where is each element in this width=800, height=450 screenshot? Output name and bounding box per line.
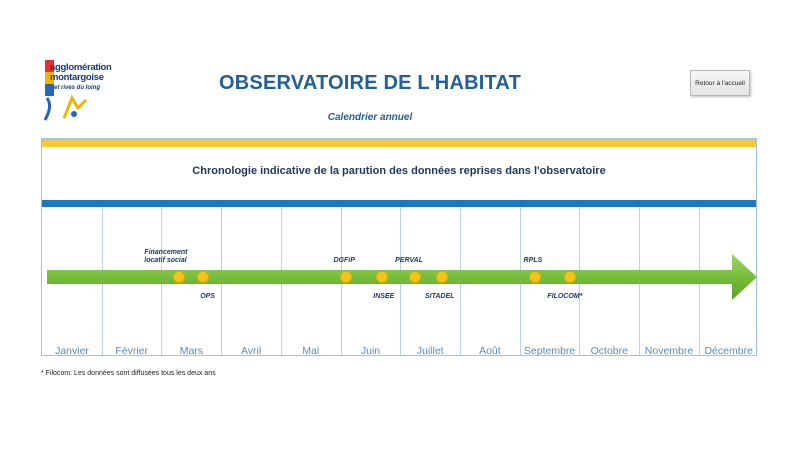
event-marker[interactable] [409, 271, 422, 283]
event-label: Financement locatif social [144, 249, 188, 264]
footnote: * Filocom: Les données sont diffusées to… [41, 370, 216, 377]
event-marker[interactable] [435, 271, 448, 283]
month-label: Décembre [704, 345, 753, 357]
event-label: OPS [200, 293, 215, 300]
month-label: Août [479, 345, 501, 357]
event-marker[interactable] [564, 271, 577, 283]
agglomeration-logo: agglomération montargoise et rives du lo… [40, 58, 120, 126]
month-label: Novembre [644, 345, 694, 357]
event-label: FILOCOM* [547, 293, 583, 300]
month-label: Juillet [416, 345, 444, 357]
logo-figure-icon [62, 94, 88, 119]
month-label: Janvier [55, 345, 89, 357]
logo-line-3: et rives du loing [54, 85, 101, 91]
event-marker[interactable] [197, 271, 210, 283]
timeline-arrow [47, 254, 757, 300]
page-title: OBSERVATOIRE DE L'HABITAT [219, 72, 521, 94]
logo-line-1: agglomération [50, 62, 112, 73]
blue-divider-strip [42, 200, 756, 207]
month-label: Février [115, 345, 149, 357]
event-marker[interactable] [340, 271, 353, 283]
logo-emblem-icon [43, 60, 54, 121]
top-yellow-strip [42, 139, 756, 147]
month-label: Septembre [523, 345, 576, 357]
event-label: DGFiP [333, 257, 355, 264]
event-label: INSEE [373, 293, 395, 300]
month-label: Juin [360, 345, 381, 357]
month-label: Avril [240, 345, 262, 357]
month-label: Mai [302, 345, 320, 357]
event-marker[interactable] [376, 271, 389, 283]
month-label: Mars [179, 345, 204, 357]
event-label: PERVAL [395, 257, 423, 264]
event-marker[interactable] [173, 271, 186, 283]
page-subtitle: Calendrier annuel [327, 112, 413, 123]
event-marker[interactable] [528, 271, 541, 283]
home-button[interactable]: Retour à l'accueil [690, 70, 750, 96]
month-label: Octobre [590, 345, 628, 357]
timeline-panel: Chronologie indicative de la parution de… [41, 138, 757, 357]
event-label: RPLS [523, 257, 543, 264]
logo-line-2: montargoise [50, 72, 104, 83]
event-label: SITADEL [424, 293, 455, 300]
timeline-heading: Chronologie indicative de la parution de… [192, 165, 606, 177]
